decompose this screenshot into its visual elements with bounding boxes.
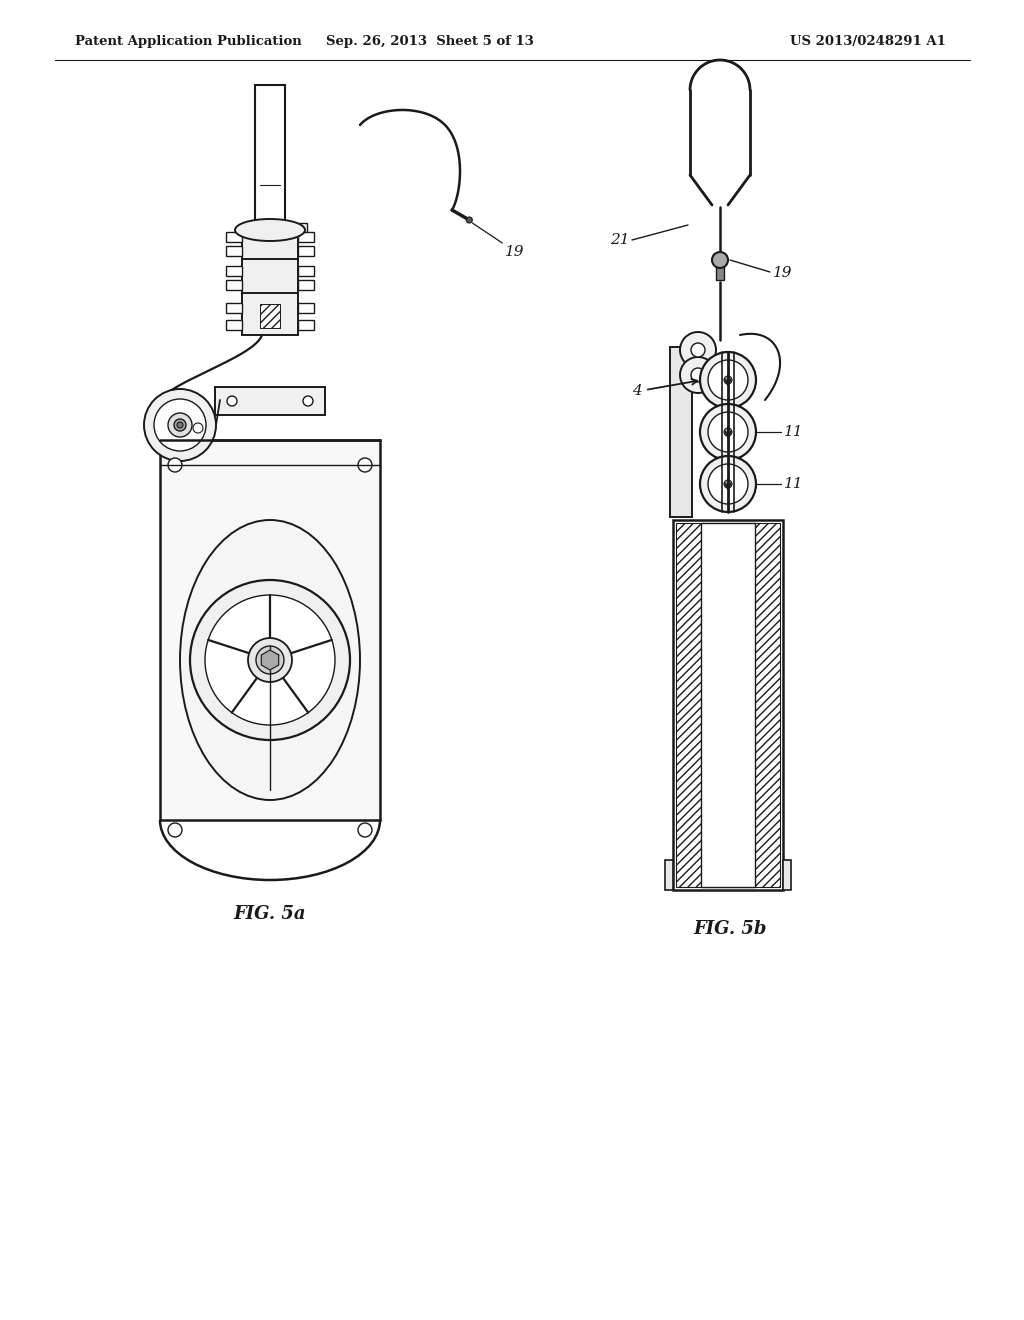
Bar — [242, 228, 298, 260]
Text: FIG. 5b: FIG. 5b — [693, 920, 767, 939]
Circle shape — [227, 396, 237, 407]
Bar — [226, 267, 242, 276]
Text: US 2013/0248291 A1: US 2013/0248291 A1 — [790, 36, 946, 49]
Text: Sep. 26, 2013  Sheet 5 of 13: Sep. 26, 2013 Sheet 5 of 13 — [326, 36, 534, 49]
Bar — [226, 304, 242, 313]
Bar — [226, 280, 242, 290]
Bar — [298, 280, 314, 290]
Circle shape — [248, 638, 292, 682]
Circle shape — [691, 368, 705, 381]
Circle shape — [680, 356, 716, 393]
Bar — [665, 861, 673, 890]
Circle shape — [154, 399, 206, 451]
Circle shape — [193, 422, 203, 433]
Bar — [298, 267, 314, 276]
Bar — [298, 304, 314, 313]
Circle shape — [205, 595, 335, 725]
Polygon shape — [261, 649, 279, 671]
Text: 11: 11 — [784, 425, 804, 440]
Bar — [226, 246, 242, 256]
Text: 19: 19 — [773, 267, 793, 280]
Bar — [701, 523, 755, 887]
Ellipse shape — [234, 219, 305, 242]
Circle shape — [680, 333, 716, 368]
Circle shape — [168, 413, 193, 437]
Circle shape — [190, 579, 350, 741]
Circle shape — [724, 428, 732, 436]
Bar — [215, 387, 325, 414]
Circle shape — [168, 822, 182, 837]
Circle shape — [724, 376, 732, 384]
Circle shape — [168, 458, 182, 473]
Circle shape — [358, 458, 372, 473]
Text: 19: 19 — [505, 246, 525, 259]
Bar — [298, 319, 314, 330]
Bar — [226, 319, 242, 330]
Circle shape — [303, 396, 313, 407]
Circle shape — [177, 422, 183, 428]
Bar — [716, 261, 724, 280]
Bar — [226, 232, 242, 242]
Bar — [292, 223, 307, 235]
Circle shape — [700, 455, 756, 512]
Circle shape — [708, 360, 748, 400]
Bar — [298, 232, 314, 242]
Circle shape — [691, 343, 705, 356]
Bar — [242, 259, 298, 294]
Circle shape — [174, 418, 186, 432]
Circle shape — [144, 389, 216, 461]
Bar — [670, 347, 692, 517]
Text: Patent Application Publication: Patent Application Publication — [75, 36, 302, 49]
Bar — [673, 520, 783, 890]
Bar — [298, 246, 314, 256]
Text: 11: 11 — [784, 477, 804, 491]
Bar — [242, 293, 298, 335]
Circle shape — [708, 465, 748, 504]
Circle shape — [708, 412, 748, 451]
Bar — [676, 523, 780, 887]
Bar — [260, 304, 280, 327]
Circle shape — [712, 252, 728, 268]
Text: 4: 4 — [632, 384, 642, 399]
Circle shape — [700, 352, 756, 408]
Text: FIG. 5a: FIG. 5a — [233, 906, 306, 923]
Bar — [160, 440, 380, 820]
Circle shape — [466, 216, 472, 223]
Ellipse shape — [180, 520, 360, 800]
Circle shape — [724, 480, 732, 488]
Circle shape — [700, 404, 756, 459]
Circle shape — [358, 822, 372, 837]
Bar — [255, 84, 285, 224]
Circle shape — [256, 645, 284, 675]
Text: 21: 21 — [610, 234, 630, 247]
Bar — [783, 861, 791, 890]
